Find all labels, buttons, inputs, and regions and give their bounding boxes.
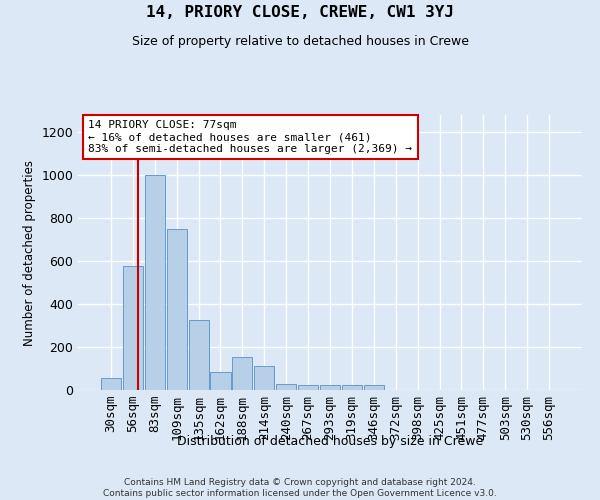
Y-axis label: Number of detached properties: Number of detached properties xyxy=(23,160,36,346)
Text: 14 PRIORY CLOSE: 77sqm
← 16% of detached houses are smaller (461)
83% of semi-de: 14 PRIORY CLOSE: 77sqm ← 16% of detached… xyxy=(88,120,412,154)
Bar xyxy=(364,386,384,390)
Text: Contains HM Land Registry data © Crown copyright and database right 2024.
Contai: Contains HM Land Registry data © Crown c… xyxy=(103,478,497,498)
Bar xyxy=(101,378,121,390)
Bar xyxy=(276,384,296,390)
Text: Size of property relative to detached houses in Crewe: Size of property relative to detached ho… xyxy=(131,35,469,48)
Bar xyxy=(188,320,209,390)
Bar xyxy=(145,175,165,390)
Bar xyxy=(123,266,143,390)
Text: 14, PRIORY CLOSE, CREWE, CW1 3YJ: 14, PRIORY CLOSE, CREWE, CW1 3YJ xyxy=(146,5,454,20)
Bar xyxy=(320,386,340,390)
Bar xyxy=(298,386,318,390)
Bar xyxy=(232,356,253,390)
Bar xyxy=(211,372,230,390)
Bar xyxy=(167,229,187,390)
Text: Distribution of detached houses by size in Crewe: Distribution of detached houses by size … xyxy=(177,435,483,448)
Bar xyxy=(342,386,362,390)
Bar xyxy=(254,366,274,390)
